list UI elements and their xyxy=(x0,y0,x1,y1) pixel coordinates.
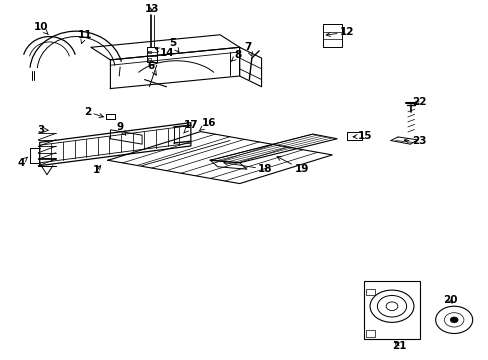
Bar xyxy=(148,58,151,60)
Text: 15: 15 xyxy=(352,131,372,141)
Text: 1: 1 xyxy=(93,165,101,175)
Text: 16: 16 xyxy=(199,118,216,130)
Text: 18: 18 xyxy=(224,161,272,174)
Text: 13: 13 xyxy=(144,4,159,14)
Text: 5: 5 xyxy=(168,38,179,52)
Circle shape xyxy=(449,317,457,323)
Text: 9: 9 xyxy=(116,122,125,135)
Bar xyxy=(366,330,374,337)
Text: 4: 4 xyxy=(18,157,28,168)
Text: 21: 21 xyxy=(391,341,406,351)
Text: 6: 6 xyxy=(147,61,156,75)
Text: 11: 11 xyxy=(77,30,92,44)
Text: 7: 7 xyxy=(244,42,252,56)
Text: 20: 20 xyxy=(442,295,457,305)
Bar xyxy=(363,281,419,338)
Text: 12: 12 xyxy=(325,27,353,37)
Text: 19: 19 xyxy=(277,157,308,174)
Text: 23: 23 xyxy=(404,136,426,146)
Text: 2: 2 xyxy=(84,107,103,118)
Text: 14: 14 xyxy=(155,48,174,58)
Text: 10: 10 xyxy=(33,22,48,35)
Text: 17: 17 xyxy=(183,121,198,133)
Text: 22: 22 xyxy=(411,97,426,107)
Bar xyxy=(148,51,151,53)
Bar xyxy=(366,289,374,296)
Text: 8: 8 xyxy=(231,50,241,61)
Text: 3: 3 xyxy=(37,125,48,135)
